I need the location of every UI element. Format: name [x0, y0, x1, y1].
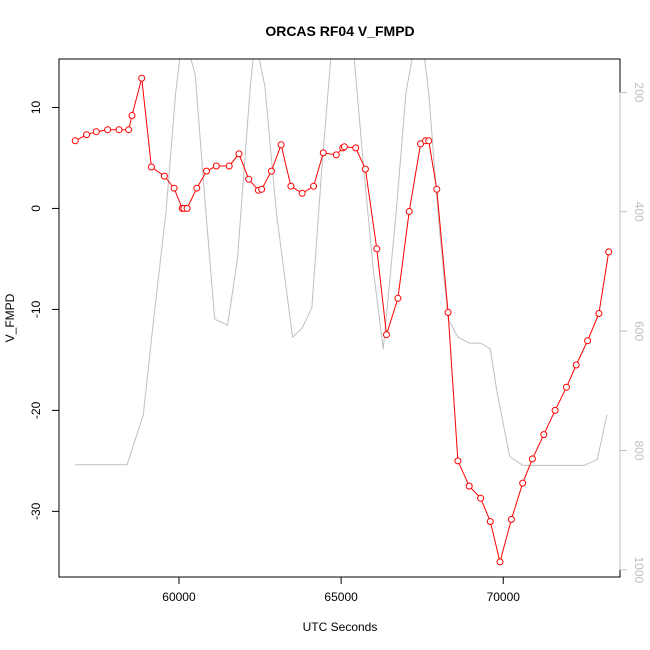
data-point	[277, 141, 285, 149]
data-point	[298, 189, 306, 197]
data-point	[225, 162, 233, 170]
y-tick-label: -20	[29, 401, 43, 419]
data-point	[115, 126, 123, 134]
data-point	[373, 245, 381, 253]
y2-tick-label: 1000	[632, 556, 646, 583]
data-point	[83, 131, 91, 139]
data-point	[477, 494, 485, 502]
data-point	[71, 137, 79, 145]
y-axis-label: V_FMPD	[3, 293, 17, 342]
data-point	[486, 518, 494, 525]
data-point	[138, 74, 146, 82]
data-point	[454, 457, 462, 465]
series-line-right-axis	[75, 59, 608, 466]
data-point	[551, 406, 559, 414]
data-point	[332, 151, 340, 159]
chart-title: ORCAS RF04 V_FMPD	[265, 23, 414, 39]
data-point	[193, 184, 201, 192]
data-point	[319, 149, 327, 157]
data-point	[267, 167, 275, 175]
data-point	[519, 479, 527, 487]
data-point	[595, 310, 603, 317]
y-tick-label: -10	[29, 300, 43, 318]
data-point	[147, 163, 155, 171]
plot-area	[71, 59, 613, 566]
y2-tick-label: 200	[632, 82, 646, 102]
data-point	[465, 482, 473, 490]
data-point	[352, 144, 360, 152]
data-point	[203, 167, 210, 175]
y-tick-label: 0	[29, 205, 43, 212]
data-point	[235, 150, 243, 158]
data-point	[340, 143, 348, 151]
data-point	[433, 185, 441, 193]
x-tick-label: 70000	[487, 590, 521, 604]
axes-layer: 60000 65000 70000 -30 -20 -10 0 10 200 400 600 800 1…	[29, 58, 646, 604]
y-tick-label: -30	[29, 502, 43, 520]
data-point	[444, 308, 452, 316]
data-point	[361, 165, 369, 173]
data-point	[540, 431, 548, 439]
data-point	[572, 361, 580, 369]
x-tick-label: 65000	[324, 590, 358, 604]
series-layer	[71, 59, 613, 566]
y2-tick-label: 600	[632, 321, 646, 341]
data-point	[212, 162, 220, 170]
data-point	[183, 204, 191, 212]
data-point	[287, 182, 295, 190]
y2-tick-label: 400	[632, 202, 646, 222]
data-point	[507, 515, 515, 523]
data-point	[92, 128, 100, 136]
data-point	[496, 558, 504, 566]
data-point	[383, 331, 390, 339]
y-tick-label: 10	[29, 100, 43, 114]
data-point	[160, 172, 168, 180]
data-point	[528, 455, 536, 463]
x-tick-label: 60000	[162, 590, 196, 604]
x-axis-label: UTC Seconds	[303, 620, 378, 634]
data-point	[245, 175, 253, 183]
data-point	[605, 248, 613, 256]
y2-tick-label: 800	[632, 440, 646, 460]
data-point	[310, 182, 318, 190]
data-point	[258, 185, 266, 193]
data-point	[125, 126, 133, 134]
data-point	[170, 184, 178, 192]
plot-frame	[58, 58, 621, 578]
data-point	[584, 337, 592, 345]
data-point	[128, 112, 136, 119]
data-point	[104, 126, 112, 134]
data-point	[394, 294, 402, 302]
data-point	[425, 137, 433, 145]
data-point	[563, 383, 570, 391]
data-point	[405, 208, 413, 215]
